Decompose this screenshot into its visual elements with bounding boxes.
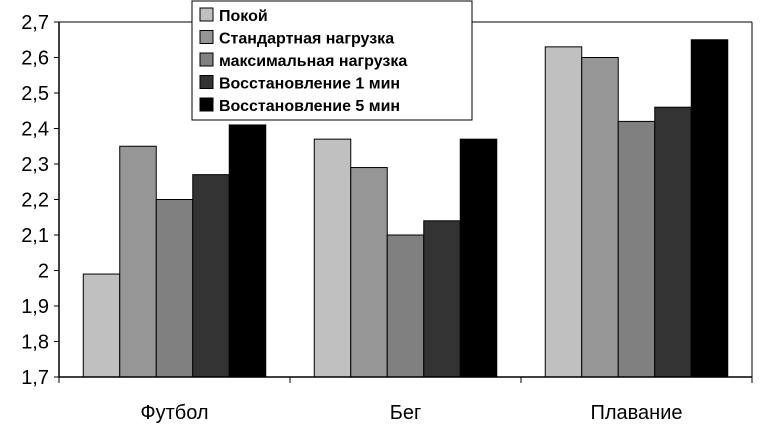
legend-swatch — [199, 7, 214, 22]
bar-4-2 — [423, 220, 461, 378]
bar-4-3 — [654, 106, 692, 378]
bar-3-1 — [155, 199, 194, 378]
bar-2-1 — [119, 145, 157, 378]
legend-swatch — [199, 97, 214, 112]
y-tick-label: 2,2 — [21, 190, 49, 212]
bar-5-2 — [459, 138, 498, 378]
legend-swatch — [199, 75, 214, 89]
bar-3-2 — [386, 234, 425, 378]
bar-2-3 — [581, 57, 619, 378]
legend-swatch — [199, 30, 214, 44]
y-tick-label: 2 — [38, 261, 49, 283]
legend-swatch — [199, 52, 214, 67]
y-tick-label: 1,9 — [21, 296, 49, 318]
bar-1-1 — [82, 273, 121, 378]
bar-4-1 — [192, 174, 230, 378]
legend-label: Покой — [219, 8, 268, 25]
x-category-label: Футбол — [140, 402, 208, 424]
y-tick-label: 2,4 — [21, 119, 49, 141]
legend-label: Восстановление 5 мин — [219, 98, 400, 115]
legend: Покой Стандартная нагрузка максимальная на… — [191, 0, 473, 121]
y-tick-label: 2,3 — [21, 154, 49, 176]
legend-label: максимальная нагрузка — [219, 53, 407, 70]
y-tick-label: 1,8 — [21, 332, 49, 354]
x-category-label: Бег — [390, 402, 422, 424]
legend-box — [191, 0, 473, 121]
legend-label: Стандартная нагрузка — [219, 31, 394, 48]
x-category-label: Плавание — [590, 402, 682, 424]
x-axis-category-labels: Футбол Бег Плавание — [140, 402, 682, 424]
bar-3-3 — [617, 120, 656, 378]
bar-5-1 — [228, 124, 267, 378]
bar-2-2 — [350, 167, 388, 378]
bar-5-3 — [690, 39, 729, 378]
bar-1-3 — [544, 46, 583, 378]
bar-1-2 — [313, 138, 352, 378]
legend-label: Восстановление 1 мин — [219, 76, 400, 93]
y-axis-tick-labels: 1,7 1,8 1,9 2 2,1 2,2 2,3 2,4 2,5 2,6 2,7 — [21, 12, 59, 389]
y-tick-label: 2,6 — [21, 48, 49, 70]
y-tick-label: 2,1 — [21, 225, 49, 247]
y-tick-label: 2,5 — [21, 83, 49, 105]
y-tick-label: 2,7 — [21, 12, 49, 34]
y-tick-label: 1,7 — [21, 367, 49, 389]
bar-series — [82, 39, 729, 378]
